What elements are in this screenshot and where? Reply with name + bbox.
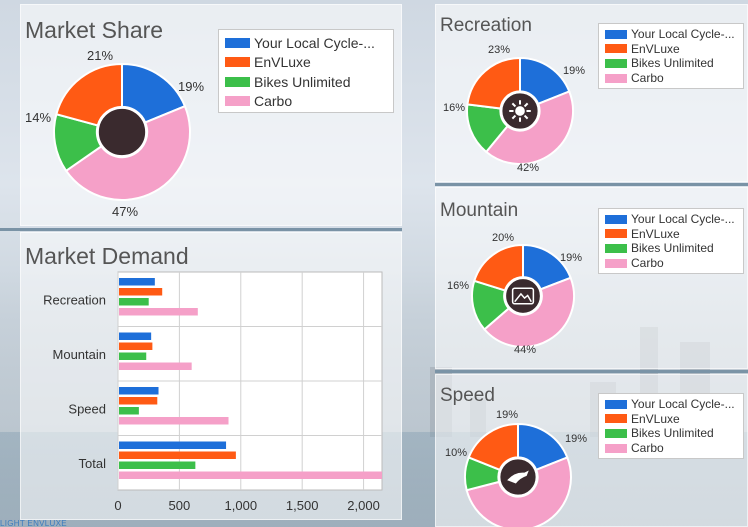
bar-your-local-total[interactable]: [119, 441, 227, 450]
mountain-legend: Your Local Cycle-... EnVLuxe Bikes Unlim…: [598, 208, 744, 274]
speed-pct-bikes-unlimited: 10%: [445, 447, 468, 459]
legend-swatch-carbo: [225, 96, 250, 107]
speed-title: Speed: [440, 385, 495, 406]
legend-item-carbo[interactable]: Carbo: [605, 441, 737, 456]
bar-envluxe-speed[interactable]: [119, 397, 158, 405]
mountain-pct-carbo: 44%: [514, 344, 537, 356]
market-demand-bar-chart: 0 500 1,000 1,500 2,000 Recreation Mountain Spe…: [43, 271, 383, 513]
legend-swatch-your-local: [225, 37, 250, 48]
mountain-donut: [471, 243, 575, 348]
recreation-pct-your-local: 19%: [563, 65, 586, 77]
mountain-pct-bikes-unlimited: 16%: [447, 280, 470, 292]
legend-item-your-local[interactable]: Your Local Cycle-...: [605, 212, 737, 227]
speed-pct-your-local: 19%: [565, 433, 588, 445]
bar-your-local-speed[interactable]: [119, 387, 159, 395]
legend-item-bikes-unlimited[interactable]: Bikes Unlimited: [605, 426, 737, 441]
bar-your-local-recreation[interactable]: [119, 278, 155, 286]
bar-bikes-unlimited-recreation[interactable]: [119, 298, 149, 306]
legend-swatch-envluxe: [605, 414, 627, 424]
bar-carbo-mountain[interactable]: [119, 362, 192, 371]
legend-swatch-bikes-unlimited: [605, 58, 627, 68]
legend-item-your-local[interactable]: Your Local Cycle-...: [225, 33, 387, 53]
market-demand-title: Market Demand: [25, 243, 189, 269]
category-label: Speed: [68, 401, 106, 416]
x-tick-label: 1,000: [225, 498, 258, 513]
legend-item-bikes-unlimited[interactable]: Bikes Unlimited: [605, 241, 737, 256]
market-share-legend: Your Local Cycle-... EnVLuxe Bikes Unlim…: [218, 29, 394, 113]
legend-item-carbo[interactable]: Carbo: [225, 92, 387, 112]
recreation-pct-bikes-unlimited: 16%: [443, 102, 466, 114]
market-share-title: Market Share: [25, 17, 164, 43]
legend-item-your-local[interactable]: Your Local Cycle-...: [605, 27, 737, 42]
recreation-donut: [466, 56, 574, 165]
mountain-pct-envluxe: 20%: [492, 232, 515, 244]
legend-item-carbo[interactable]: Carbo: [605, 256, 737, 271]
market-share-pct-bikes-unlimited: 14%: [25, 110, 52, 125]
legend-swatch-your-local: [605, 29, 627, 39]
bar-bikes-unlimited-mountain[interactable]: [119, 352, 147, 361]
category-label: Total: [79, 456, 107, 471]
separator-left: [0, 228, 402, 231]
recreation-legend: Your Local Cycle-... EnVLuxe Bikes Unlim…: [598, 23, 744, 89]
bar-envluxe-recreation[interactable]: [119, 288, 163, 296]
legend-swatch-carbo: [605, 258, 627, 268]
bar-envluxe-total[interactable]: [119, 451, 236, 460]
mountain-title: Mountain: [440, 200, 519, 221]
market-share-pct-carbo: 47%: [112, 204, 139, 219]
legend-item-envluxe[interactable]: EnVLuxe: [605, 42, 737, 57]
mountain-pct-your-local: 19%: [560, 252, 583, 264]
x-tick-label: 500: [169, 498, 191, 513]
bar-bikes-unlimited-speed[interactable]: [119, 407, 139, 415]
separator-right-2: [435, 370, 748, 373]
bar-envluxe-mountain[interactable]: [119, 342, 153, 351]
recreation-pct-carbo: 42%: [517, 162, 540, 174]
speed-pct-envluxe: 19%: [496, 409, 519, 421]
legend-item-envluxe[interactable]: EnVLuxe: [605, 227, 737, 242]
legend-swatch-your-local: [605, 399, 627, 409]
bar-carbo-recreation[interactable]: [119, 308, 198, 316]
legend-swatch-carbo: [605, 73, 627, 83]
legend-item-bikes-unlimited[interactable]: Bikes Unlimited: [225, 72, 387, 92]
market-share-pct-your-local: 19%: [178, 79, 205, 94]
separator-right-1: [435, 183, 748, 186]
footer-link[interactable]: LIGHT ENVLUXE: [0, 519, 67, 527]
market-share-donut: [53, 62, 191, 201]
recreation-pct-envluxe: 23%: [488, 44, 511, 56]
legend-item-carbo[interactable]: Carbo: [605, 71, 737, 86]
category-label: Recreation: [43, 292, 106, 307]
x-tick-label: 0: [114, 498, 121, 513]
bar-bikes-unlimited-total[interactable]: [119, 461, 196, 470]
legend-swatch-envluxe: [605, 44, 627, 54]
speed-donut: [464, 422, 572, 527]
legend-swatch-bikes-unlimited: [225, 76, 250, 87]
speed-legend: Your Local Cycle-... EnVLuxe Bikes Unlim…: [598, 393, 744, 459]
legend-swatch-envluxe: [225, 57, 250, 68]
legend-swatch-your-local: [605, 214, 627, 224]
panther-icon: [507, 470, 529, 484]
legend-swatch-bikes-unlimited: [605, 428, 627, 438]
donut-center: [96, 106, 148, 158]
market-share-panel: Market Share Your Local Cycle-... EnVLux…: [20, 4, 402, 226]
category-label: Mountain: [53, 347, 106, 362]
legend-swatch-bikes-unlimited: [605, 243, 627, 253]
sun-icon: [509, 100, 531, 122]
bar-carbo-total[interactable]: [119, 471, 382, 480]
mountain-icon: [511, 287, 535, 305]
legend-swatch-carbo: [605, 443, 627, 453]
market-share-pct-envluxe: 21%: [87, 48, 114, 63]
x-tick-label: 1,500: [286, 498, 319, 513]
bar-carbo-speed[interactable]: [119, 417, 229, 425]
legend-item-bikes-unlimited[interactable]: Bikes Unlimited: [605, 56, 737, 71]
legend-item-envluxe[interactable]: EnVLuxe: [605, 412, 737, 427]
legend-item-your-local[interactable]: Your Local Cycle-...: [605, 397, 737, 412]
recreation-title: Recreation: [440, 15, 532, 36]
legend-swatch-envluxe: [605, 229, 627, 239]
bar-your-local-mountain[interactable]: [119, 332, 152, 341]
x-tick-label: 2,000: [347, 498, 380, 513]
legend-item-envluxe[interactable]: EnVLuxe: [225, 53, 387, 73]
